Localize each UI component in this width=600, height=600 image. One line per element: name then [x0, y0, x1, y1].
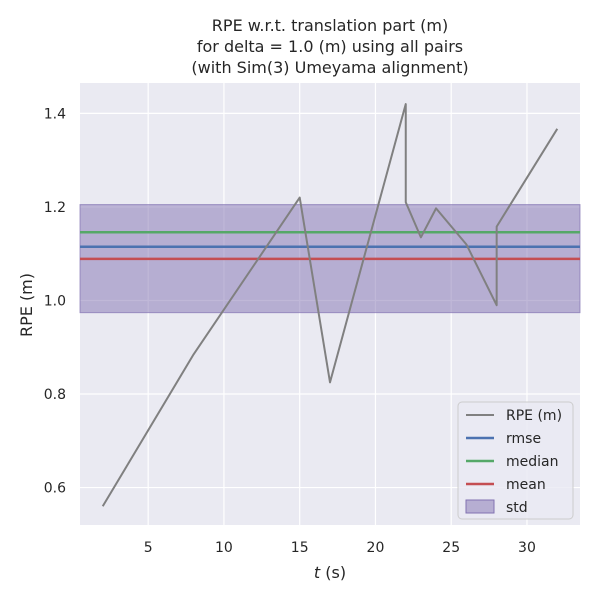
x-axis-label: t (s) [314, 563, 346, 582]
y-tick-label: 1.0 [44, 293, 66, 309]
y-tick-labels: 0.6 0.8 1.0 1.2 1.4 [44, 106, 66, 496]
x-tick-labels: 5 10 15 20 25 30 [144, 540, 536, 556]
y-tick-label: 0.6 [44, 481, 66, 497]
rpe-series-line [101, 103, 559, 507]
chart-title-line-2: for delta = 1.0 (m) using all pairs [197, 37, 463, 56]
y-tick-label: 1.2 [44, 200, 66, 216]
x-tick-label: 5 [144, 540, 153, 556]
series-layer [101, 103, 559, 507]
legend-label-mean: mean [506, 477, 546, 493]
legend-label-rpe: RPE (m) [506, 408, 562, 424]
legend: RPE (m) rmse median mean std [457, 401, 574, 520]
x-axis-label-unit: (s) [320, 563, 346, 582]
legend-label-rmse: rmse [506, 431, 541, 447]
legend-label-median: median [506, 454, 558, 470]
y-tick-label: 1.4 [44, 106, 66, 122]
x-tick-label: 25 [442, 540, 460, 556]
y-tick-label: 0.8 [44, 387, 66, 403]
legend-label-std: std [506, 500, 528, 516]
x-tick-label: 20 [367, 540, 385, 556]
x-tick-label: 15 [291, 540, 309, 556]
x-tick-label: 30 [518, 540, 536, 556]
chart-title-line-3: (with Sim(3) Umeyama alignment) [191, 58, 468, 77]
y-axis-label: RPE (m) [17, 273, 36, 337]
x-axis-label-variable: t [314, 563, 321, 582]
chart-title-line-1: RPE w.r.t. translation part (m) [212, 16, 448, 35]
legend-frame [457, 401, 574, 520]
x-tick-label: 10 [215, 540, 233, 556]
legend-swatch-std [465, 499, 495, 514]
